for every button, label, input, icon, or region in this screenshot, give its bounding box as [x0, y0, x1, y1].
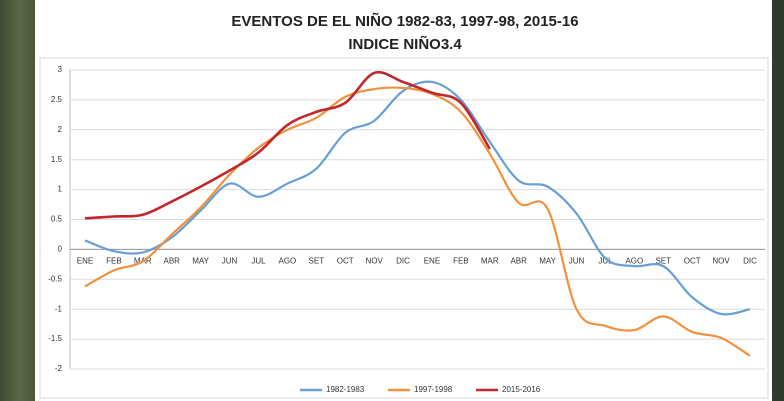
- x-tick-label: JUN: [222, 257, 238, 266]
- x-tick-label: AGO: [279, 257, 297, 266]
- y-tick-label: 2.5: [51, 95, 63, 104]
- y-tick-label: 0.5: [51, 215, 63, 224]
- chart-panel: [35, 5, 772, 401]
- chart-title: EVENTOS DE EL NIÑO 1982-83, 1997-98, 201…: [231, 12, 578, 30]
- x-tick-label: MAR: [481, 257, 499, 266]
- y-tick-label: 2: [58, 125, 63, 134]
- y-tick-label: -2: [55, 364, 63, 373]
- x-tick-label: JUL: [251, 257, 266, 266]
- x-tick-label: NOV: [712, 257, 730, 266]
- y-tick-label: 3: [58, 65, 63, 74]
- y-tick-label: -1: [55, 304, 63, 313]
- y-tick-label: -1.5: [48, 334, 62, 343]
- y-tick-label: 1: [58, 185, 63, 194]
- x-tick-label: OCT: [337, 257, 354, 266]
- x-tick-label: DIC: [396, 257, 410, 266]
- legend-label: 2015-2016: [502, 385, 541, 394]
- x-tick-label: ABR: [510, 257, 527, 266]
- x-tick-label: MAY: [192, 257, 209, 266]
- x-tick-label: NOV: [365, 257, 383, 266]
- x-tick-label: MAY: [539, 257, 556, 266]
- x-tick-label: DIC: [743, 257, 757, 266]
- x-tick-label: ENE: [424, 257, 440, 266]
- x-tick-label: SET: [309, 257, 325, 266]
- chart: EVENTOS DE EL NIÑO 1982-83, 1997-98, 201…: [0, 0, 784, 401]
- legend-label: 1997-1998: [414, 385, 453, 394]
- x-tick-label: OCT: [684, 257, 701, 266]
- chart-subtitle: INDICE NIÑO3.4: [348, 35, 462, 53]
- x-tick-label: ENE: [77, 257, 93, 266]
- x-tick-label: FEB: [106, 257, 122, 266]
- y-tick-label: -0.5: [48, 274, 62, 283]
- page: {"chart_data": {"type": "line", "title":…: [0, 0, 784, 401]
- x-tick-label: FEB: [453, 257, 469, 266]
- x-tick-label: JUN: [569, 257, 585, 266]
- y-tick-label: 1.5: [51, 155, 63, 164]
- x-tick-label: ABR: [164, 257, 181, 266]
- y-tick-label: 0: [58, 245, 63, 254]
- x-tick-label: AGO: [625, 257, 643, 266]
- legend-label: 1982-1983: [326, 385, 365, 394]
